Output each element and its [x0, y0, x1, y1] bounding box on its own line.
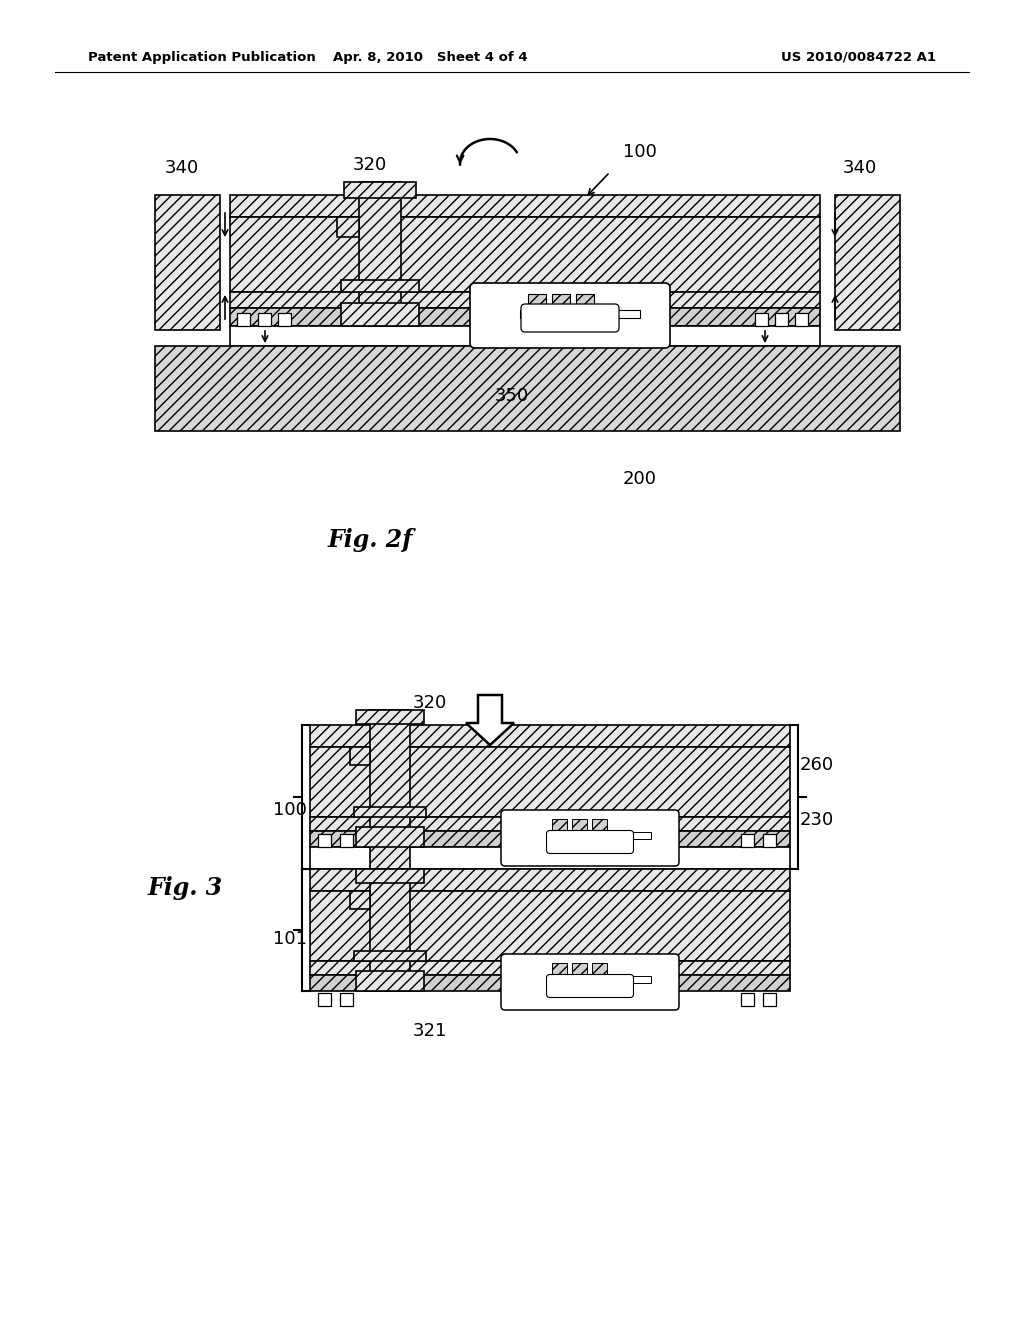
Text: US 2010/0084722 A1: US 2010/0084722 A1	[781, 50, 936, 63]
Text: 320: 320	[353, 156, 387, 174]
Text: 230: 230	[800, 810, 835, 829]
Bar	[337, 216, 359, 238]
Text: 340: 340	[165, 158, 199, 177]
Text: 260: 260	[800, 756, 835, 774]
Bar	[356, 828, 424, 847]
FancyBboxPatch shape	[501, 954, 679, 1010]
Bar	[592, 964, 607, 975]
Text: 321: 321	[413, 1022, 447, 1040]
Bar	[258, 313, 271, 326]
Bar	[341, 304, 419, 326]
Bar	[359, 182, 401, 326]
Bar	[755, 313, 768, 326]
Bar	[520, 310, 640, 318]
Bar	[763, 834, 776, 847]
Bar	[318, 993, 331, 1006]
Bar	[552, 818, 567, 832]
Text: 101: 101	[273, 931, 307, 948]
Bar	[230, 308, 820, 326]
Bar	[155, 195, 220, 330]
Bar	[370, 869, 410, 991]
Bar	[341, 280, 419, 292]
Bar	[310, 891, 790, 961]
Bar	[230, 292, 820, 308]
Bar	[155, 346, 900, 432]
FancyBboxPatch shape	[547, 974, 634, 998]
Bar	[546, 975, 651, 983]
Bar	[237, 313, 250, 326]
Bar	[356, 869, 424, 883]
Text: Fig. 3: Fig. 3	[147, 876, 222, 900]
Bar	[552, 294, 570, 310]
FancyArrow shape	[466, 696, 514, 744]
Bar	[310, 847, 790, 869]
Bar	[310, 975, 790, 991]
Text: 200: 200	[623, 470, 657, 488]
Bar	[310, 832, 790, 847]
Text: Apr. 8, 2010   Sheet 4 of 4: Apr. 8, 2010 Sheet 4 of 4	[333, 50, 527, 63]
Text: Fig. 2f: Fig. 2f	[328, 528, 413, 552]
Bar	[310, 725, 790, 747]
Bar	[350, 891, 370, 909]
FancyBboxPatch shape	[521, 304, 618, 333]
Bar	[356, 972, 424, 991]
Text: 100: 100	[623, 143, 657, 161]
Bar	[354, 807, 426, 817]
Bar	[741, 993, 754, 1006]
Bar	[340, 993, 353, 1006]
Bar	[310, 747, 790, 817]
Bar	[575, 294, 594, 310]
Bar	[350, 747, 370, 766]
Bar	[310, 817, 790, 832]
Text: 100: 100	[273, 801, 307, 818]
Bar	[835, 195, 900, 330]
Bar	[340, 834, 353, 847]
Text: Patent Application Publication: Patent Application Publication	[88, 50, 315, 63]
FancyBboxPatch shape	[470, 282, 670, 348]
Bar	[230, 216, 820, 292]
Bar	[310, 869, 790, 891]
Bar	[354, 950, 426, 961]
Bar	[230, 195, 820, 216]
FancyBboxPatch shape	[501, 810, 679, 866]
Bar	[278, 313, 291, 326]
Bar	[795, 313, 808, 326]
Bar	[318, 834, 331, 847]
FancyBboxPatch shape	[547, 830, 634, 854]
Text: 320: 320	[413, 694, 447, 711]
Bar	[370, 710, 410, 869]
Bar	[230, 326, 820, 346]
Bar	[356, 710, 424, 723]
Bar	[546, 832, 651, 840]
Bar	[572, 964, 587, 975]
Bar	[552, 964, 567, 975]
Text: 340: 340	[843, 158, 878, 177]
Text: 350: 350	[495, 387, 529, 405]
Bar	[310, 961, 790, 975]
Bar	[572, 818, 587, 832]
Bar	[344, 182, 416, 198]
Bar	[741, 834, 754, 847]
Bar	[775, 313, 788, 326]
Bar	[763, 993, 776, 1006]
Bar	[528, 294, 546, 310]
Bar	[592, 818, 607, 832]
